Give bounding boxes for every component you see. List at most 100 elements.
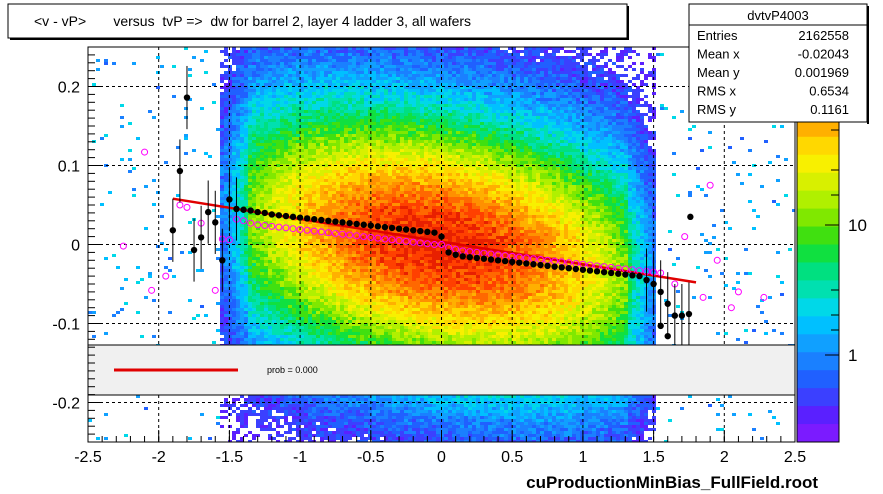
heatmap-cell [364,158,368,161]
heatmap-cell [280,179,284,182]
heatmap-cell [252,311,256,314]
heatmap-cell [344,275,348,278]
heatmap-cell [252,101,256,104]
heatmap-cell [296,284,300,287]
heatmap-cell [304,422,308,425]
heatmap-cell [224,161,228,164]
heatmap-cell [260,206,264,209]
heatmap-cell [332,308,336,311]
heatmap-cell [88,311,92,314]
heatmap-cell [368,176,372,179]
heatmap-cell [296,116,300,119]
heatmap-cell [340,425,344,428]
heatmap-cell [328,59,332,62]
heatmap-cell [300,59,304,62]
heatmap-cell [220,116,224,119]
heatmap-cell [340,284,344,287]
heatmap-cell [260,200,264,203]
heatmap-cell [276,188,280,191]
heatmap-cell [288,113,292,116]
heatmap-cell [252,233,256,236]
heatmap-cell [344,158,348,161]
heatmap-cell [244,260,248,263]
heatmap-cell [300,335,304,338]
heatmap-cell [304,62,308,65]
heatmap-cell [256,299,260,302]
heatmap-cell [240,419,244,422]
heatmap-cell [356,251,360,254]
heatmap-cell [348,251,352,254]
heatmap-cell [192,56,196,59]
heatmap-cell [344,155,348,158]
heatmap-cell [332,59,336,62]
heatmap-cell [348,335,352,338]
heatmap-cell [268,137,272,140]
heatmap-cell [224,107,228,110]
heatmap-cell [256,86,260,89]
heatmap-cell [316,206,320,209]
heatmap-cell [328,302,332,305]
heatmap-cell [288,317,292,320]
heatmap-cell [368,263,372,266]
heatmap-cell [268,47,272,50]
heatmap-cell [352,248,356,251]
heatmap-cell [312,230,316,233]
heatmap-cell [304,413,308,416]
heatmap-cell [364,266,368,269]
heatmap-cell [332,296,336,299]
heatmap-cell [264,287,268,290]
heatmap-cell [360,404,364,407]
heatmap-cell [252,278,256,281]
heatmap-cell [228,323,232,326]
heatmap-cell [332,95,336,98]
heatmap-cell [280,254,284,257]
heatmap-cell [304,155,308,158]
heatmap-cell [220,224,224,227]
heatmap-cell [300,428,304,431]
heatmap-cell [304,323,308,326]
heatmap-cell [288,428,292,431]
heatmap-cell [248,92,252,95]
heatmap-cell [340,248,344,251]
heatmap-cell [352,110,356,113]
heatmap-cell [244,53,248,56]
heatmap-cell [328,206,332,209]
heatmap-cell [316,98,320,101]
heatmap-cell [280,110,284,113]
heatmap-cell [288,296,292,299]
heatmap-cell [344,197,348,200]
heatmap-cell [240,86,244,89]
heatmap-cell [264,410,268,413]
heatmap-cell [320,77,324,80]
heatmap-cell [256,419,260,422]
heatmap-cell [368,410,372,413]
heatmap-cell [360,398,364,401]
heatmap-cell [276,254,280,257]
heatmap-cell [144,407,148,410]
heatmap-cell [340,65,344,68]
heatmap-cell [316,185,320,188]
heatmap-cell [244,188,248,191]
heatmap-cell [336,302,340,305]
heatmap-cell [288,290,292,293]
heatmap-cell [280,122,284,125]
heatmap-cell [300,257,304,260]
heatmap-cell [276,326,280,329]
heatmap-cell [284,302,288,305]
heatmap-cell [304,299,308,302]
heatmap-cell [356,326,360,329]
heatmap-cell [276,104,280,107]
heatmap-cell [264,182,268,185]
heatmap-cell [352,95,356,98]
heatmap-cell [276,71,280,74]
heatmap-cell [348,230,352,233]
heatmap-cell [300,437,304,440]
heatmap-cell [268,152,272,155]
heatmap-cell [312,149,316,152]
heatmap-cell [240,95,244,98]
heatmap-cell [344,125,348,128]
heatmap-cell [328,104,332,107]
heatmap-cell [280,56,284,59]
heatmap-cell [340,185,344,188]
heatmap-cell [264,83,268,86]
